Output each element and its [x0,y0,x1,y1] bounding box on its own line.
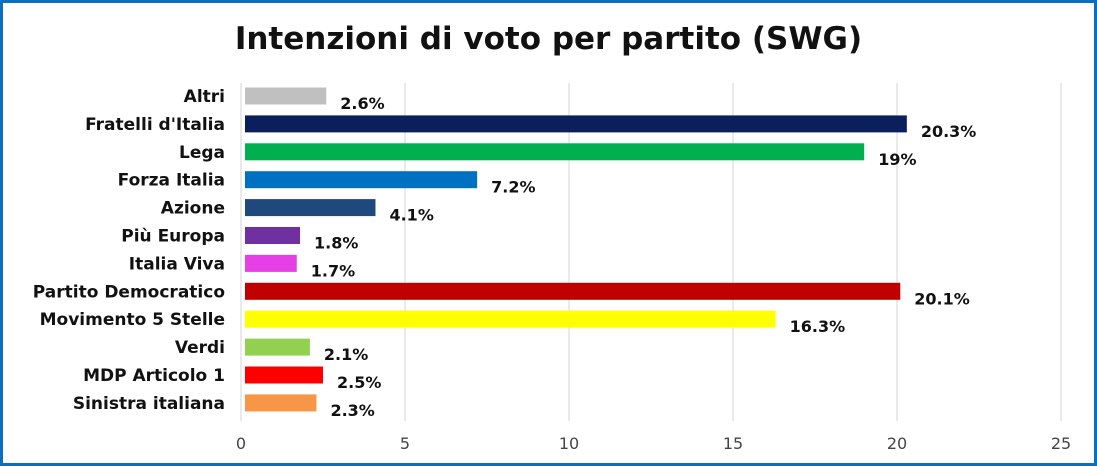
bar [245,338,310,356]
bar [245,115,907,133]
bar [245,282,901,300]
data-label: 1.7% [311,261,355,280]
x-tick-label: 5 [400,434,410,453]
x-tick-label: 0 [236,434,246,453]
bar [245,366,323,384]
chart-title: Intenzioni di voto per partito (SWG) [234,21,863,57]
category-label: MDP Articolo 1 [83,366,225,386]
bar [245,227,301,244]
category-label: Partito Democratico [33,282,225,302]
category-label: Fratelli d'Italia [85,115,225,135]
data-label: 2.5% [337,373,381,392]
category-label: Forza Italia [118,171,225,191]
data-label: 2.3% [330,401,374,420]
x-tick-label: 25 [1051,434,1071,453]
data-label: 20.3% [921,122,977,141]
bar [245,310,776,328]
category-label: Sinistra italiana [73,394,225,414]
x-tick-label: 20 [887,434,907,453]
x-tick-label: 15 [723,434,743,453]
bar-chart: 0 5 10 15 20 25 Altri 2.6% Fratelli d'Italia 20.3… [33,83,1071,453]
data-label: 2.6% [340,94,384,113]
bar [245,143,865,161]
category-label: Movimento 5 Stelle [40,310,225,330]
bar [245,254,297,272]
category-label: Italia Viva [129,254,225,274]
category-label: Più Europa [121,227,225,247]
data-label: 2.1% [324,345,368,364]
x-tick-label: 10 [559,434,579,453]
category-label: Altri [184,87,225,107]
data-label: 1.8% [314,234,358,253]
bar [245,394,317,412]
bar [245,87,327,105]
category-label: Lega [179,143,225,163]
category-label: Verdi [175,338,225,358]
bar [245,171,478,189]
category-label: Azione [161,199,225,219]
data-label: 4.1% [389,206,433,225]
data-label: 20.1% [914,289,970,308]
data-label: 7.2% [491,178,535,197]
data-label: 19% [878,150,916,169]
bar [245,199,376,217]
data-label: 16.3% [790,317,846,336]
